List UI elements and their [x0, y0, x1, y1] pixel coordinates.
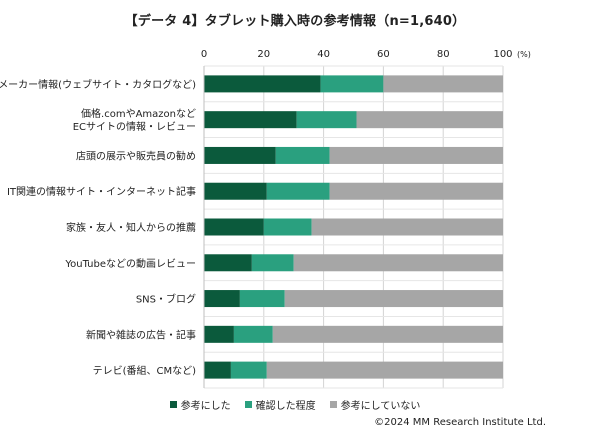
bar-segment-1-row-5 — [204, 218, 264, 236]
category-label: メーカー情報(ウェブサイト・カタログなど) — [0, 78, 196, 91]
bar-segment-1-row-9 — [204, 361, 231, 379]
legend-label: 参考にしていない — [340, 401, 421, 412]
legend-label: 確認した程度 — [255, 401, 316, 412]
bar-segment-2-row-7 — [239, 290, 285, 308]
bar-segment-3-row-1 — [383, 75, 503, 93]
bar-segment-3-row-4 — [329, 182, 503, 200]
x-tick-label: 0 — [201, 49, 207, 60]
bar-segment-1-row-3 — [204, 146, 276, 164]
chart-title: 【データ 4】タブレット購入時の参考情報（n=1,640） — [124, 14, 466, 29]
chart-legend: 参考にした 確認した程度 参考にしていない — [0, 397, 590, 412]
bar-segment-3-row-6 — [293, 254, 503, 272]
bar-segment-1-row-6 — [204, 254, 252, 272]
category-label: テレビ(番組、CMなど) — [93, 364, 197, 377]
category-label: 家族・友人・知人からの推薦 — [66, 221, 196, 234]
legend-swatch — [329, 401, 337, 408]
legend-label: 参考にした — [180, 401, 231, 412]
legend-item: 参考にしていない — [329, 397, 421, 412]
bar-segment-3-row-5 — [311, 218, 503, 236]
x-tick-label: 20 — [257, 49, 270, 60]
legend-item: 参考にした — [169, 397, 231, 412]
bar-segment-3-row-8 — [272, 325, 503, 343]
bar-segment-2-row-5 — [263, 218, 312, 236]
legend-swatch — [169, 401, 177, 408]
legend-item: 確認した程度 — [244, 397, 316, 412]
x-tick-label: 40 — [317, 49, 330, 60]
bar-segment-3-row-9 — [266, 361, 503, 379]
category-label: 価格.comやAmazonなど — [81, 107, 196, 120]
legend-swatch — [244, 401, 252, 408]
bar-segment-2-row-9 — [230, 361, 267, 379]
bar-segment-2-row-6 — [251, 254, 294, 272]
bar-segment-3-row-7 — [284, 290, 503, 308]
copyright-credit: ©2024 MM Research Institute Ltd. — [374, 417, 546, 428]
x-unit-label: (%) — [517, 50, 531, 59]
bar-segment-1-row-7 — [204, 290, 240, 308]
bar-segment-3-row-3 — [329, 146, 503, 164]
category-label: ECサイトの情報・レビュー — [73, 120, 196, 133]
bar-segment-3-row-2 — [356, 111, 503, 129]
bar-segment-2-row-1 — [320, 75, 384, 93]
x-tick-label: 60 — [377, 49, 390, 60]
bar-segment-1-row-4 — [204, 182, 267, 200]
bar-segment-1-row-1 — [204, 75, 321, 93]
category-label: SNS・ブログ — [136, 293, 196, 306]
bar-segment-2-row-8 — [233, 325, 273, 343]
x-tick-label: 100 — [493, 49, 512, 60]
bar-segment-2-row-2 — [296, 111, 357, 129]
x-tick-label: 80 — [437, 49, 450, 60]
category-label: 新聞や雑誌の広告・記事 — [86, 328, 196, 341]
bar-segment-1-row-8 — [204, 325, 234, 343]
category-label: IT関連の情報サイト・インターネット記事 — [7, 185, 196, 198]
category-label: 店頭の展示や販売員の勧め — [76, 149, 196, 162]
bar-segment-2-row-4 — [266, 182, 330, 200]
bar-segment-2-row-3 — [275, 146, 330, 164]
category-label: YouTubeなどの動画レビュー — [64, 257, 196, 270]
bar-segment-1-row-2 — [204, 111, 297, 129]
